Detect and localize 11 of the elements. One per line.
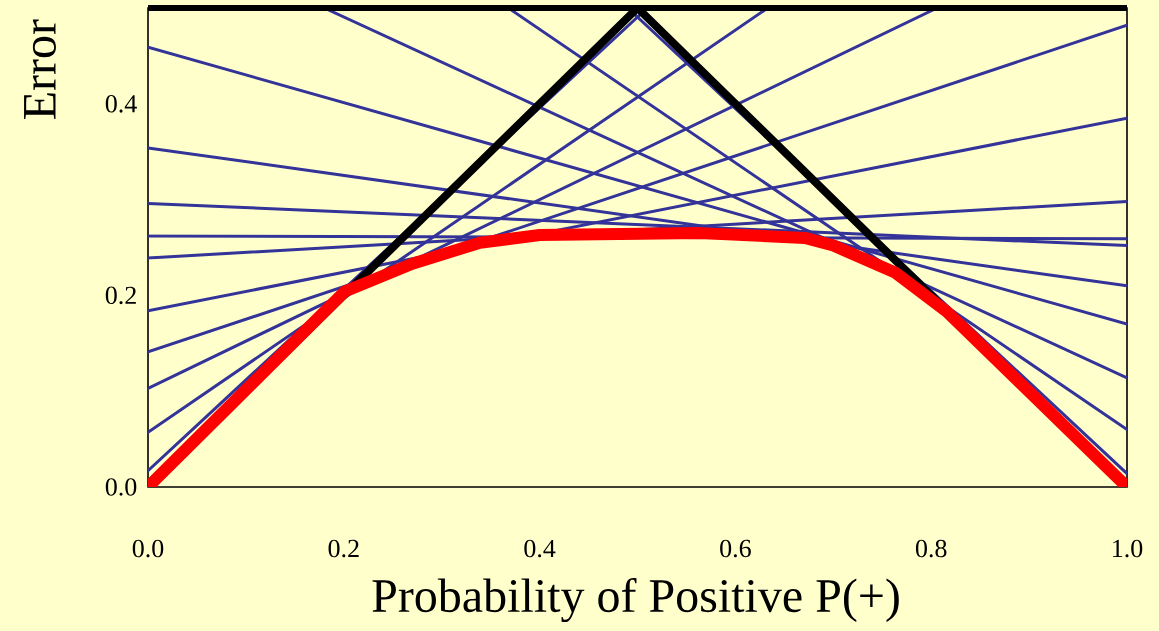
y-tick-label: 0.2 [105, 286, 136, 305]
y-tick-label: 0.4 [105, 94, 137, 113]
x-tick-label: 0.4 [524, 539, 556, 558]
x-tick-label: 1.0 [1113, 539, 1143, 558]
x-tick-label: 0.0 [132, 539, 164, 558]
y-axis-title: Error [24, 19, 56, 119]
x-tick-label: 0.2 [328, 539, 359, 558]
x-axis-title: Probability of Positive P(+) [372, 577, 899, 623]
x-tick-label: 0.6 [720, 539, 751, 558]
x-tick-label: 0.8 [915, 539, 947, 558]
y-tick-label: 0.0 [105, 478, 137, 496]
